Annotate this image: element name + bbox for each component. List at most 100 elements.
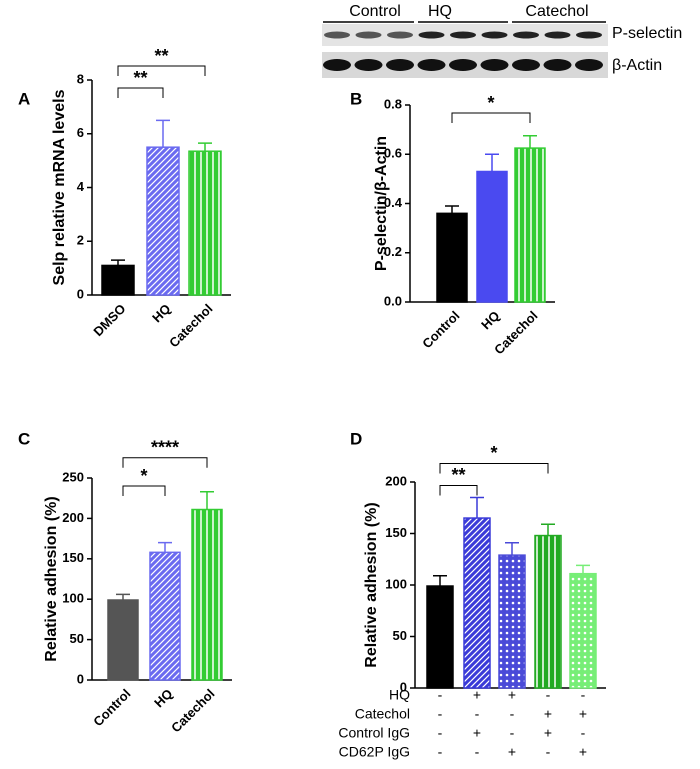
band xyxy=(354,59,383,71)
significance-label: * xyxy=(140,466,147,486)
significance-bracket xyxy=(122,457,208,468)
band xyxy=(576,31,602,39)
bar xyxy=(436,212,468,303)
x-tick-label: HQ xyxy=(149,301,173,325)
band xyxy=(543,59,572,71)
condition-sign: - xyxy=(546,744,551,760)
condition-sign: + xyxy=(508,744,516,760)
error-bar xyxy=(158,541,172,553)
band xyxy=(387,31,413,39)
condition-sign: - xyxy=(581,687,586,703)
bar xyxy=(426,585,454,689)
condition-sign: - xyxy=(438,706,443,722)
y-axis-label: P-selectin/β-Actin xyxy=(373,136,390,271)
y-tick-label: 50 xyxy=(70,631,84,646)
condition-label: CD62P IgG xyxy=(339,744,410,760)
error-bar xyxy=(200,490,214,510)
condition-sign: + xyxy=(508,687,516,703)
blot-group: Control xyxy=(349,3,401,20)
error-bar xyxy=(445,205,459,214)
significance-label: ** xyxy=(451,465,465,485)
significance-bracket xyxy=(117,87,164,98)
condition-sign: - xyxy=(510,706,515,722)
band xyxy=(417,59,446,71)
error-bar xyxy=(485,153,499,172)
bar xyxy=(463,517,491,689)
y-tick-label: 50 xyxy=(393,628,407,643)
y-tick-label: 0.8 xyxy=(384,96,402,111)
y-tick-label: 250 xyxy=(62,469,84,484)
bar xyxy=(146,146,180,296)
significance-label: ** xyxy=(133,68,147,88)
x-tick-label: Control xyxy=(419,308,462,351)
y-axis-label: Relative adhesion (%) xyxy=(43,496,60,661)
band xyxy=(544,31,571,39)
error-bar xyxy=(116,593,130,601)
error-bar xyxy=(111,259,125,266)
panel-label: A xyxy=(18,89,30,108)
y-axis-label: Selp relative mRNA levels xyxy=(51,89,68,285)
band xyxy=(323,59,351,71)
band xyxy=(513,31,539,39)
error-bar xyxy=(470,496,484,519)
significance-bracket xyxy=(117,65,206,76)
band xyxy=(450,31,476,39)
condition-sign: + xyxy=(579,744,587,760)
band xyxy=(324,31,350,39)
error-bar xyxy=(576,564,590,574)
x-tick-label: HQ xyxy=(151,686,175,710)
y-tick-label: 0 xyxy=(77,671,84,686)
y-tick-label: 100 xyxy=(62,591,84,606)
band xyxy=(512,59,540,71)
error-bar xyxy=(156,119,170,148)
y-tick-label: 150 xyxy=(62,550,84,565)
bar xyxy=(101,264,135,296)
panel-label: C xyxy=(18,429,30,448)
significance-bracket xyxy=(439,484,478,496)
blot-row-label: β-Actin xyxy=(612,57,662,74)
significance-bracket xyxy=(122,485,166,496)
significance-bracket xyxy=(451,112,531,123)
significance-bracket xyxy=(439,462,549,474)
band xyxy=(449,59,477,71)
band xyxy=(480,59,509,71)
error-bar xyxy=(198,142,212,152)
x-tick-label: Control xyxy=(90,686,133,729)
significance-label: * xyxy=(487,93,494,113)
bar xyxy=(188,150,222,296)
band xyxy=(481,31,508,39)
x-tick-label: Catechol xyxy=(168,686,217,735)
condition-sign: - xyxy=(438,687,443,703)
bar xyxy=(107,599,139,681)
panel-label: D xyxy=(350,429,362,448)
y-tick-label: 0.6 xyxy=(384,146,402,161)
blot-bands xyxy=(323,31,603,71)
x-tick-label: DMSO xyxy=(90,301,128,339)
y-tick-label: 0.0 xyxy=(384,293,402,308)
bar xyxy=(534,534,562,689)
band xyxy=(386,59,414,71)
error-bar xyxy=(433,574,447,587)
bar xyxy=(149,551,181,681)
bar xyxy=(514,147,546,303)
y-tick-label: 100 xyxy=(385,576,407,591)
condition-sign: - xyxy=(438,744,443,760)
y-tick-label: 2 xyxy=(77,233,84,248)
condition-sign: + xyxy=(473,725,481,741)
condition-sign: - xyxy=(546,687,551,703)
condition-sign: + xyxy=(544,725,552,741)
x-tick-label: HQ xyxy=(478,308,502,332)
bar xyxy=(569,572,597,689)
condition-sign: - xyxy=(475,744,480,760)
band xyxy=(355,31,382,39)
x-tick-label: Catechol xyxy=(166,301,215,350)
blot-group: Catechol xyxy=(525,3,588,20)
error-bar xyxy=(541,523,555,536)
y-axis-label: Relative adhesion (%) xyxy=(363,502,380,667)
bar xyxy=(476,170,508,303)
condition-sign: - xyxy=(475,706,480,722)
condition-label: Catechol xyxy=(355,706,410,722)
significance-label: **** xyxy=(151,437,179,457)
y-tick-label: 0 xyxy=(77,286,84,301)
